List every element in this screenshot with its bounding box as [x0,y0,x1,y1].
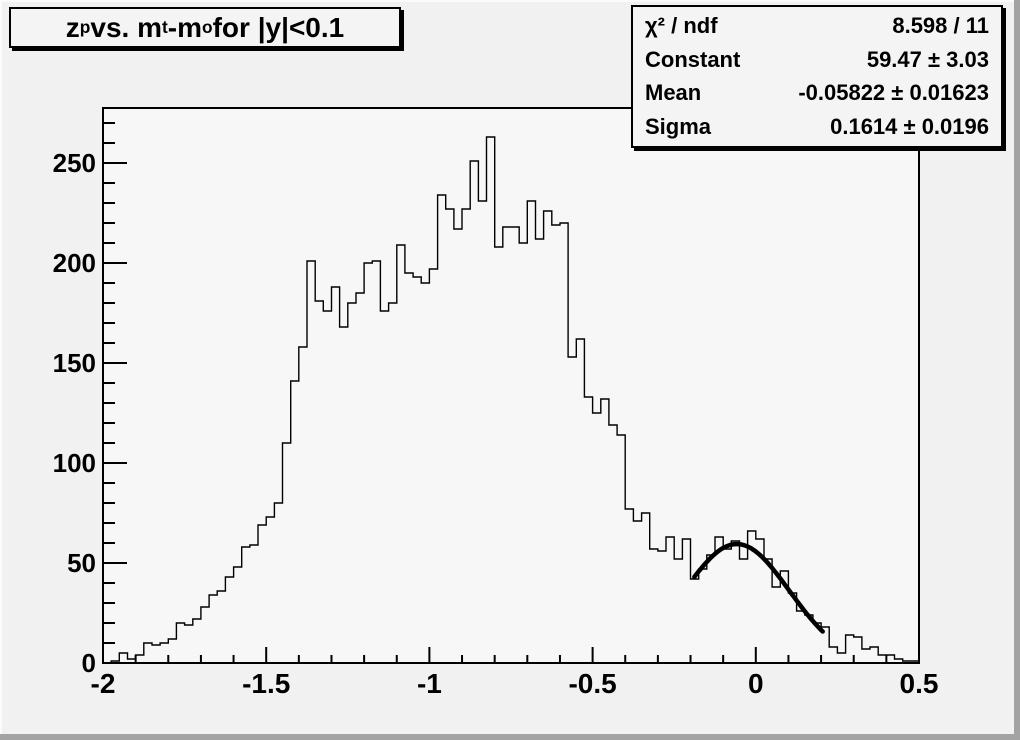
stats-row-sigma: Sigma 0.1614 ± 0.0196 [633,112,1001,142]
stats-value-chi2: 8.598 / 11 [892,12,989,38]
title-subscript: o [202,17,213,37]
x-tick-label: -2 [90,668,116,699]
stats-label-chi2: χ² / ndf [645,12,718,38]
stats-value-sigma: 0.1614 ± 0.0196 [830,114,989,140]
stats-box: χ² / ndf 8.598 / 11 Constant 59.47 ± 3.0… [631,5,1003,148]
x-tick-label: -0.5 [568,668,617,699]
x-tick-label: -1.5 [242,668,291,699]
title-subscript: p [79,17,91,37]
fit-curve [692,541,825,634]
x-tick-label: -1 [416,668,442,699]
stats-value-constant: 59.47 ± 3.03 [866,46,989,72]
title-text: vs. m [90,11,162,43]
title-text: z [65,11,80,43]
stats-label-mean: Mean [645,80,702,106]
x-tick-label: 0.5 [899,668,939,699]
y-tick-label: 250 [52,148,96,178]
y-tick-label: 0 [81,648,96,678]
stats-label-constant: Constant [645,46,741,72]
stats-row-constant: Constant 59.47 ± 3.03 [633,45,1001,75]
y-tick-label: 50 [67,548,96,578]
y-tick-label: 100 [52,448,96,478]
title-subscript: t [161,17,168,37]
title-text: -m [167,11,202,43]
x-tick-label: 0 [748,668,764,699]
y-tick-label: 200 [52,248,96,278]
title-text: for |y|<0.1 [212,11,345,43]
stats-row-chi2: χ² / ndf 8.598 / 11 [633,11,1001,41]
stats-value-mean: -0.05822 ± 0.01623 [798,80,989,106]
stats-label-sigma: Sigma [645,114,712,140]
axis-ticks [102,122,920,664]
stats-row-mean: Mean -0.05822 ± 0.01623 [633,78,1001,108]
histogram-line [103,136,920,664]
y-tick-label: 150 [52,348,96,378]
